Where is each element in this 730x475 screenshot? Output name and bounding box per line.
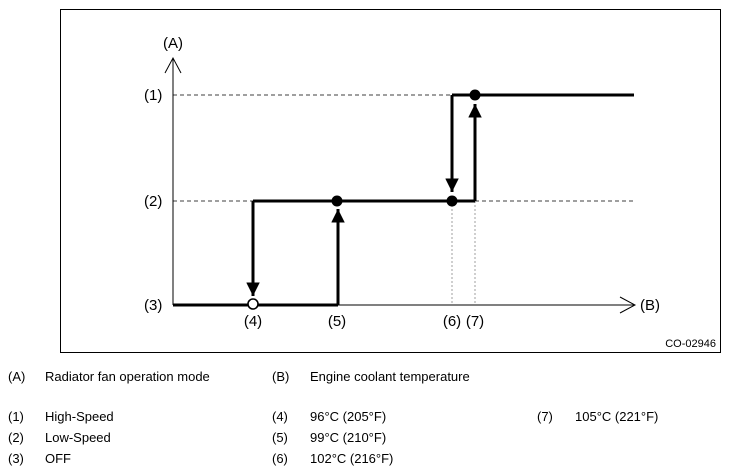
legend-text-1: High-Speed: [45, 409, 114, 424]
legend-text-6: 102°C (216°F): [310, 451, 394, 466]
y-tick-3: (3): [144, 297, 162, 314]
point-96c: [247, 298, 259, 310]
y-axis-label: (A): [163, 35, 183, 52]
point-99c: [331, 195, 343, 207]
legend-key-1: (1): [8, 409, 24, 424]
x-axis-arrow: [619, 296, 637, 314]
legend-text-a: Radiator fan operation mode: [45, 369, 210, 384]
step-lines: [173, 93, 634, 307]
y-tick-2: (2): [144, 193, 162, 210]
x-axis-label: (B): [640, 297, 660, 314]
legend-text-4: 96°C (205°F): [310, 409, 387, 424]
legend-text-3: OFF: [45, 451, 71, 466]
legend-text-7: 105°C (221°F): [575, 409, 659, 424]
x-tick-4: (4): [244, 313, 262, 330]
x-tick-6: (6): [443, 313, 461, 330]
x-tick-7: (7): [466, 313, 484, 330]
x-tick-5: (5): [328, 313, 346, 330]
legend-key-2: (2): [8, 430, 24, 445]
legend-key-5: (5): [272, 430, 288, 445]
point-102c: [446, 195, 458, 207]
legend-key-a: (A): [8, 369, 26, 384]
y-tick-1: (1): [144, 87, 162, 104]
legend-text-b: Engine coolant temperature: [310, 369, 470, 384]
figure-code: CO-02946: [665, 338, 716, 350]
legend-text-5: 99°C (210°F): [310, 430, 387, 445]
temperature-guides: [451, 201, 476, 305]
legend-text-2: Low-Speed: [45, 430, 111, 445]
fan-mode-diagram: (A) (B) (1) (2) (3) (4) (5) (6) (7) CO-0…: [60, 9, 721, 353]
legend-key-4: (4): [272, 409, 288, 424]
point-105c: [469, 89, 481, 101]
legend-key-7: (7): [537, 409, 553, 424]
legend-key-3: (3): [8, 451, 24, 466]
legend-key-6: (6): [272, 451, 288, 466]
legend-key-b: (B): [272, 369, 290, 384]
reference-lines: [173, 94, 634, 202]
y-axis-arrow: [164, 56, 182, 74]
diagram-frame: [60, 9, 721, 353]
